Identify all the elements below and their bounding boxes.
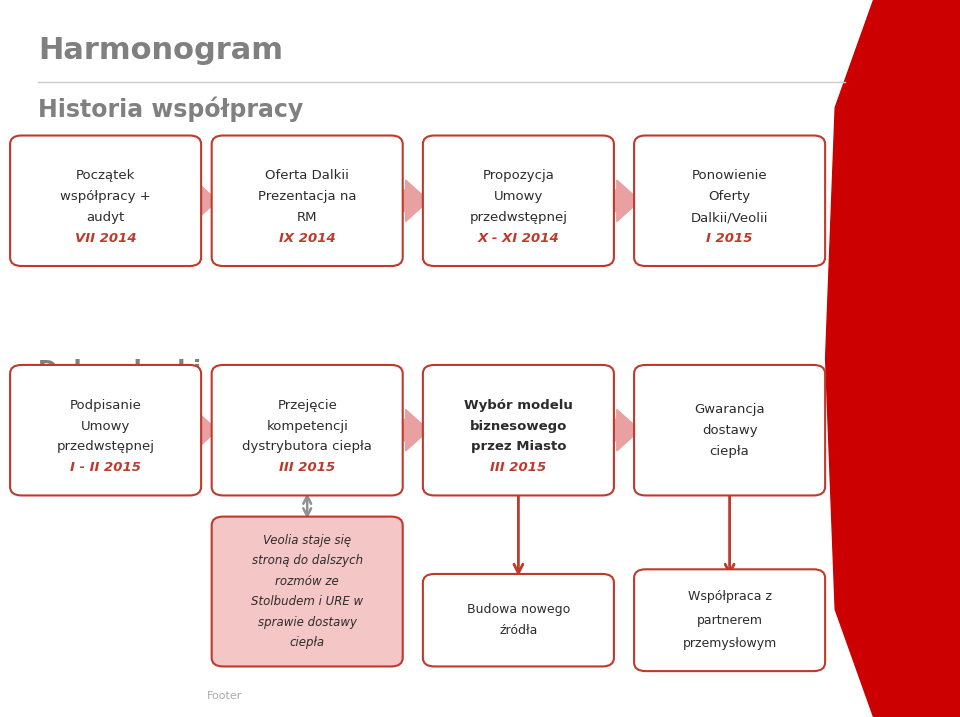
- Text: VII 2014: VII 2014: [75, 232, 136, 245]
- Text: biznesowego: biznesowego: [469, 419, 567, 432]
- Text: Stolbudem i URE w: Stolbudem i URE w: [252, 595, 363, 608]
- Text: Podpisanie: Podpisanie: [70, 399, 141, 412]
- Text: Veolia staje się: Veolia staje się: [263, 533, 351, 546]
- Text: ciepła: ciepła: [290, 637, 324, 650]
- Text: Footer: Footer: [206, 691, 242, 701]
- Text: partnerem: partnerem: [697, 614, 762, 627]
- Text: ciepła: ciepła: [709, 445, 750, 457]
- FancyBboxPatch shape: [634, 569, 825, 671]
- Text: Początek: Początek: [76, 169, 135, 182]
- Text: Umowy: Umowy: [81, 419, 131, 432]
- FancyBboxPatch shape: [211, 136, 403, 266]
- Text: Propozycja: Propozycja: [483, 169, 554, 182]
- FancyBboxPatch shape: [11, 365, 202, 495]
- FancyArrow shape: [194, 409, 217, 451]
- Text: Oferta Dalkii: Oferta Dalkii: [265, 169, 349, 182]
- Text: współpracy +: współpracy +: [60, 190, 151, 203]
- FancyBboxPatch shape: [634, 365, 825, 495]
- FancyArrow shape: [397, 409, 428, 451]
- Text: IX 2014: IX 2014: [278, 232, 336, 245]
- FancyBboxPatch shape: [634, 136, 825, 266]
- Text: Harmonogram: Harmonogram: [38, 36, 283, 65]
- Text: audyt: audyt: [86, 211, 125, 224]
- FancyArrow shape: [397, 180, 428, 222]
- Text: Oferty: Oferty: [708, 190, 751, 203]
- Text: sprawie dostawy: sprawie dostawy: [257, 616, 357, 629]
- FancyBboxPatch shape: [422, 136, 614, 266]
- FancyBboxPatch shape: [11, 136, 202, 266]
- Text: Przejęcie: Przejęcie: [277, 399, 337, 412]
- Text: III 2015: III 2015: [279, 462, 335, 475]
- Polygon shape: [826, 0, 960, 717]
- FancyBboxPatch shape: [422, 574, 614, 667]
- Text: przez Miasto: przez Miasto: [470, 440, 566, 453]
- Text: Dalkii/Veolii: Dalkii/Veolii: [691, 211, 768, 224]
- FancyBboxPatch shape: [422, 365, 614, 495]
- Text: Współpraca z: Współpraca z: [687, 590, 772, 603]
- Text: Gwarancja: Gwarancja: [694, 403, 765, 416]
- Text: przedwstępnej: przedwstępnej: [57, 440, 155, 453]
- Text: RM: RM: [297, 211, 318, 224]
- Text: Dalsze kroki: Dalsze kroki: [38, 358, 202, 382]
- Text: kompetencji: kompetencji: [266, 419, 348, 432]
- Text: dystrybutora ciepła: dystrybutora ciepła: [242, 440, 372, 453]
- Text: III 2015: III 2015: [491, 462, 546, 475]
- Text: przedwstępnej: przedwstępnej: [469, 211, 567, 224]
- Text: stroną do dalszych: stroną do dalszych: [252, 554, 363, 567]
- Text: Ponowienie: Ponowienie: [692, 169, 767, 182]
- FancyArrow shape: [194, 180, 217, 222]
- Text: przemysłowym: przemysłowym: [683, 637, 777, 650]
- FancyArrow shape: [609, 409, 639, 451]
- Text: I - II 2015: I - II 2015: [70, 462, 141, 475]
- Text: Wybór modelu: Wybór modelu: [464, 399, 573, 412]
- Text: X - XI 2014: X - XI 2014: [477, 232, 560, 245]
- Text: Prezentacja na: Prezentacja na: [258, 190, 356, 203]
- Text: dostawy: dostawy: [702, 424, 757, 437]
- FancyBboxPatch shape: [211, 365, 403, 495]
- Text: źródła: źródła: [499, 625, 538, 637]
- Text: Budowa nowego: Budowa nowego: [467, 603, 570, 616]
- FancyArrow shape: [609, 180, 639, 222]
- Text: rozmów ze: rozmów ze: [276, 575, 339, 588]
- Text: Umowy: Umowy: [493, 190, 543, 203]
- Text: I 2015: I 2015: [707, 232, 753, 245]
- FancyBboxPatch shape: [211, 516, 403, 667]
- Text: Historia współpracy: Historia współpracy: [38, 97, 303, 123]
